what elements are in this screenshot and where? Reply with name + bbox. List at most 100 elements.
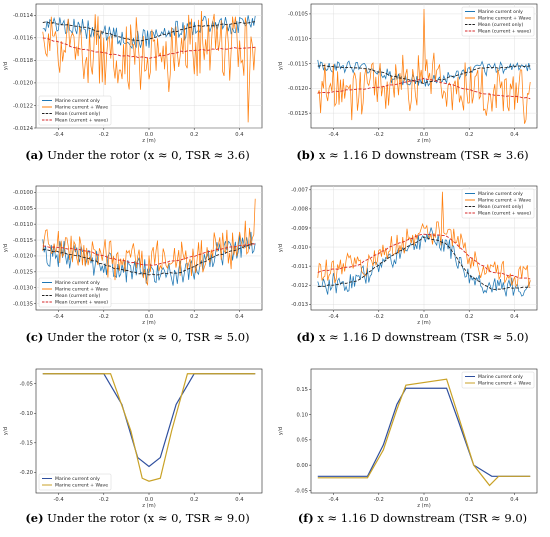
- caption-e: (e) Under the rotor (x ≈ 0, TSR ≈ 9.0): [0, 511, 275, 525]
- y-tick-label: -0.0110: [288, 37, 308, 43]
- x-tick-label: -0.2: [374, 497, 384, 503]
- y-tick-label: -0.0125: [13, 270, 33, 276]
- y-tick-label: -0.0120: [13, 254, 33, 260]
- y-tick-label: -0.05: [295, 488, 308, 494]
- caption-b-text: x ≈ 1.16 D downstream (TSR ≈ 3.6): [318, 148, 529, 162]
- x-axis-label: z (m): [417, 320, 430, 326]
- caption-f-tag: (f): [297, 511, 314, 525]
- x-axis-label: z (m): [417, 138, 430, 144]
- caption-a: (a) Under the rotor (x ≈ 0, TSR ≈ 3.6): [0, 148, 275, 162]
- legend-entry: Marine current only: [55, 280, 100, 286]
- y-tick-label: -0.0116: [13, 36, 33, 42]
- series-line-d-1: [317, 191, 531, 288]
- chart-panel-c: -0.4 -0.2 0.0 0.2 0.4 -0.0135 -0.0130 -0.0125 -0…: [0, 182, 275, 357]
- y-tick-label: -0.0130: [13, 286, 33, 292]
- legend-entry: Mean (current only): [478, 204, 524, 210]
- caption-e-tag: (e): [25, 511, 44, 525]
- y-tick-label: -0.0105: [288, 12, 308, 18]
- x-tick-label: 0.2: [465, 132, 473, 138]
- chart-panel-e: -0.4 -0.2 0.0 0.2 0.4 -0.20 -0.15 -0.10 -0.05 z (…: [0, 365, 275, 537]
- x-tick-label: 0.0: [145, 497, 153, 503]
- y-axis-label: y/d: [3, 62, 9, 70]
- y-tick-label: -0.0105: [13, 206, 33, 212]
- x-tick-label: 0.4: [235, 132, 244, 138]
- series-line-d-3: [317, 233, 531, 280]
- x-tick-label: 0.0: [420, 314, 428, 320]
- legend-entry: Marine current + Wave: [55, 287, 108, 293]
- x-tick-label: 0.0: [145, 132, 153, 138]
- y-tick-label: -0.0120: [13, 81, 33, 87]
- legend-entry: Marine current + Wave: [478, 16, 531, 22]
- y-tick-label: -0.009: [291, 226, 308, 232]
- legend-entry: Marine current + Wave: [55, 483, 108, 489]
- y-tick-label: -0.013: [291, 302, 308, 308]
- y-tick-label: -0.0122: [13, 103, 33, 109]
- y-tick-label: -0.012: [291, 283, 308, 289]
- x-tick-label: -0.4: [329, 314, 340, 320]
- y-tick-label: -0.0135: [13, 301, 33, 307]
- caption-d-text: x ≈ 1.16 D downstream (TSR ≈ 5.0): [318, 330, 529, 344]
- series-line-b-1: [317, 8, 531, 124]
- series-line-a-3: [42, 37, 256, 59]
- chart-d-svg: -0.4 -0.2 0.0 0.2 0.4 -0.013 -0.012 -0.011 -0.01…: [278, 185, 538, 326]
- caption-f: (f) x ≈ 1.16 D downstream (TSR ≈ 9.0): [275, 511, 550, 525]
- x-tick-label: 0.2: [190, 132, 198, 138]
- caption-c: (c) Under the rotor (x ≈ 0, TSR ≈ 5.0): [0, 330, 275, 344]
- x-tick-label: -0.4: [329, 497, 340, 503]
- x-axis-label: z (m): [142, 138, 155, 144]
- x-tick-label: -0.4: [54, 314, 65, 320]
- x-tick-label: -0.2: [99, 314, 109, 320]
- caption-b: (b) x ≈ 1.16 D downstream (TSR ≈ 3.6): [275, 148, 550, 162]
- legend-entry: Marine current + Wave: [478, 198, 531, 204]
- series-line-c-1: [42, 198, 256, 287]
- y-tick-label: -0.0115: [288, 61, 308, 67]
- x-tick-label: 0.4: [235, 497, 244, 503]
- x-tick-label: -0.2: [374, 132, 384, 138]
- series-line-b-3: [317, 77, 531, 100]
- x-tick-label: 0.2: [465, 497, 473, 503]
- x-tick-label: 0.2: [465, 314, 473, 320]
- series-line-d-2: [317, 236, 531, 290]
- x-tick-label: 0.2: [190, 497, 198, 503]
- x-axis-label: z (m): [142, 503, 155, 509]
- y-tick-label: -0.007: [291, 188, 308, 194]
- chart-panel-d: -0.4 -0.2 0.0 0.2 0.4 -0.013 -0.012 -0.011 -0.01…: [275, 182, 550, 357]
- series-line-f-1: [317, 378, 531, 487]
- x-axis-label: z (m): [142, 320, 155, 326]
- legend-entry: Mean (current + wave): [478, 29, 531, 35]
- legend-frame: [461, 6, 535, 37]
- y-tick-label: 0.15: [296, 387, 308, 393]
- x-tick-label: -0.2: [99, 132, 109, 138]
- legend-entry: Marine current + Wave: [55, 105, 108, 111]
- series-line-e-1: [42, 373, 256, 482]
- y-tick-label: -0.05: [20, 382, 33, 388]
- series-line-e-0: [42, 373, 256, 468]
- y-tick-label: -0.0114: [13, 13, 34, 19]
- x-tick-label: 0.0: [420, 132, 428, 138]
- caption-d-tag: (d): [296, 330, 316, 344]
- y-tick-label: -0.008: [291, 207, 308, 213]
- chart-panel-a: -0.4 -0.2 0.0 0.2 0.4 -0.0124 -0.0122 -0.0120 -0…: [0, 0, 275, 175]
- y-tick-label: -0.15: [20, 441, 33, 447]
- x-tick-label: 0.0: [145, 314, 153, 320]
- y-axis-label: y/d: [3, 244, 9, 252]
- y-tick-label: -0.010: [291, 245, 308, 251]
- y-axis-label: y/d: [278, 427, 284, 435]
- y-axis-label: y/d: [278, 62, 284, 70]
- chart-f-svg: -0.4 -0.2 0.0 0.2 0.4 -0.05 0.00 0.05 0.10 0.15 z …: [278, 368, 538, 509]
- y-tick-label: -0.0115: [13, 238, 33, 244]
- y-tick-label: -0.0100: [13, 190, 33, 196]
- chart-a-svg: -0.4 -0.2 0.0 0.2 0.4 -0.0124 -0.0122 -0.0120 -0…: [3, 3, 263, 144]
- y-tick-label: -0.10: [20, 411, 33, 417]
- chart-panel-b: -0.4 -0.2 0.0 0.2 0.4 -0.0125 -0.0120 -0.0115 -0…: [275, 0, 550, 175]
- legend-frame: [38, 95, 112, 126]
- x-tick-label: 0.4: [510, 497, 519, 503]
- x-tick-label: 0.2: [190, 314, 198, 320]
- y-axis-label: y/d: [3, 427, 9, 435]
- legend-entry: Marine current + Wave: [478, 381, 531, 387]
- legend-entry: Mean (current + wave): [55, 118, 108, 124]
